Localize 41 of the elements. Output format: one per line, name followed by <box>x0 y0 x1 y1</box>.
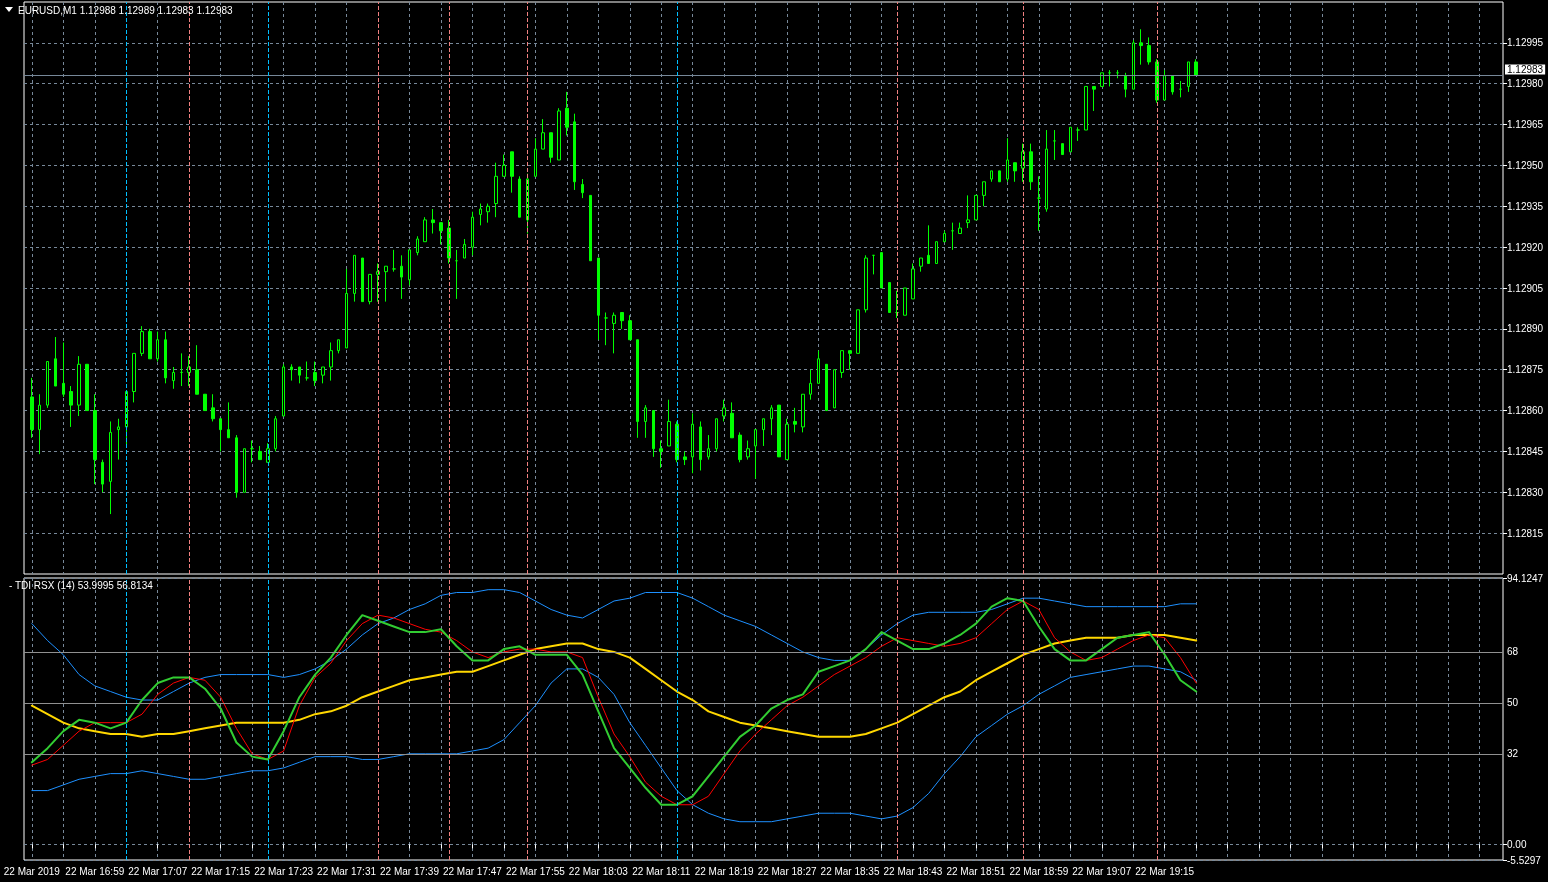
y-tick-label: -5.5297 <box>1507 854 1542 866</box>
y-tick-label: 1.12845 <box>1507 445 1544 457</box>
y-tick-label: 1.12905 <box>1507 282 1544 294</box>
y-tick-label: 1.12860 <box>1507 405 1544 417</box>
y-tick-label: 1.12920 <box>1507 241 1544 253</box>
x-tick-label: 22 Mar 17:15 <box>191 865 251 877</box>
y-tick-label: 1.12875 <box>1507 364 1544 376</box>
x-tick-label: 22 Mar 18:35 <box>820 865 880 877</box>
chart-title: - TDI RSX (14) 53.9995 56.8134 <box>9 579 154 591</box>
ref-line-label: 68 <box>1507 646 1519 658</box>
x-tick-label: 22 Mar 18:03 <box>568 865 629 877</box>
y-tick-label: 1.12890 <box>1507 323 1544 335</box>
y-tick-label: 1.12815 <box>1507 527 1544 539</box>
chart-title: EURUSD,M1 1.12988 1.12989 1.12983 1.12983 <box>18 4 234 16</box>
y-tick-label: 1.12950 <box>1507 159 1544 171</box>
y-tick-label: 1.12980 <box>1507 78 1544 90</box>
x-tick-label: 22 Mar 2019 <box>3 865 61 877</box>
x-tick-label: 22 Mar 17:55 <box>505 865 566 877</box>
y-tick-label: 94.1247 <box>1507 572 1544 584</box>
x-tick-label: 22 Mar 18:59 <box>1009 865 1069 877</box>
y-tick-label: 1.12995 <box>1507 37 1544 49</box>
y-tick-label: 1.12935 <box>1507 200 1544 212</box>
x-tick-label: 22 Mar 18:43 <box>883 865 943 877</box>
x-tick-label: 22 Mar 17:47 <box>442 865 503 877</box>
x-tick-label: 22 Mar 18:11 <box>632 865 691 877</box>
x-tick-label: 22 Mar 19:15 <box>1135 865 1195 877</box>
ref-line-label: 1.12983 <box>1507 64 1544 76</box>
x-tick-label: 22 Mar 17:31 <box>317 865 377 877</box>
ref-line-label: 50 <box>1507 697 1519 709</box>
x-tick-label: 22 Mar 19:07 <box>1072 865 1132 877</box>
y-tick-label: 1.12965 <box>1507 119 1544 131</box>
x-tick-label: 22 Mar 18:51 <box>946 865 1006 877</box>
x-tick-label: 22 Mar 17:07 <box>128 865 188 877</box>
x-tick-label: 22 Mar 17:23 <box>254 865 314 877</box>
x-tick-label: 22 Mar 16:59 <box>65 865 125 877</box>
ref-line-label: 32 <box>1507 748 1519 760</box>
x-tick-label: 22 Mar 18:19 <box>694 865 755 877</box>
y-tick-label: 0.00 <box>1507 838 1527 850</box>
y-tick-label: 1.12830 <box>1507 486 1544 498</box>
x-tick-label: 22 Mar 17:39 <box>380 865 440 877</box>
x-tick-label: 22 Mar 18:27 <box>757 865 817 877</box>
